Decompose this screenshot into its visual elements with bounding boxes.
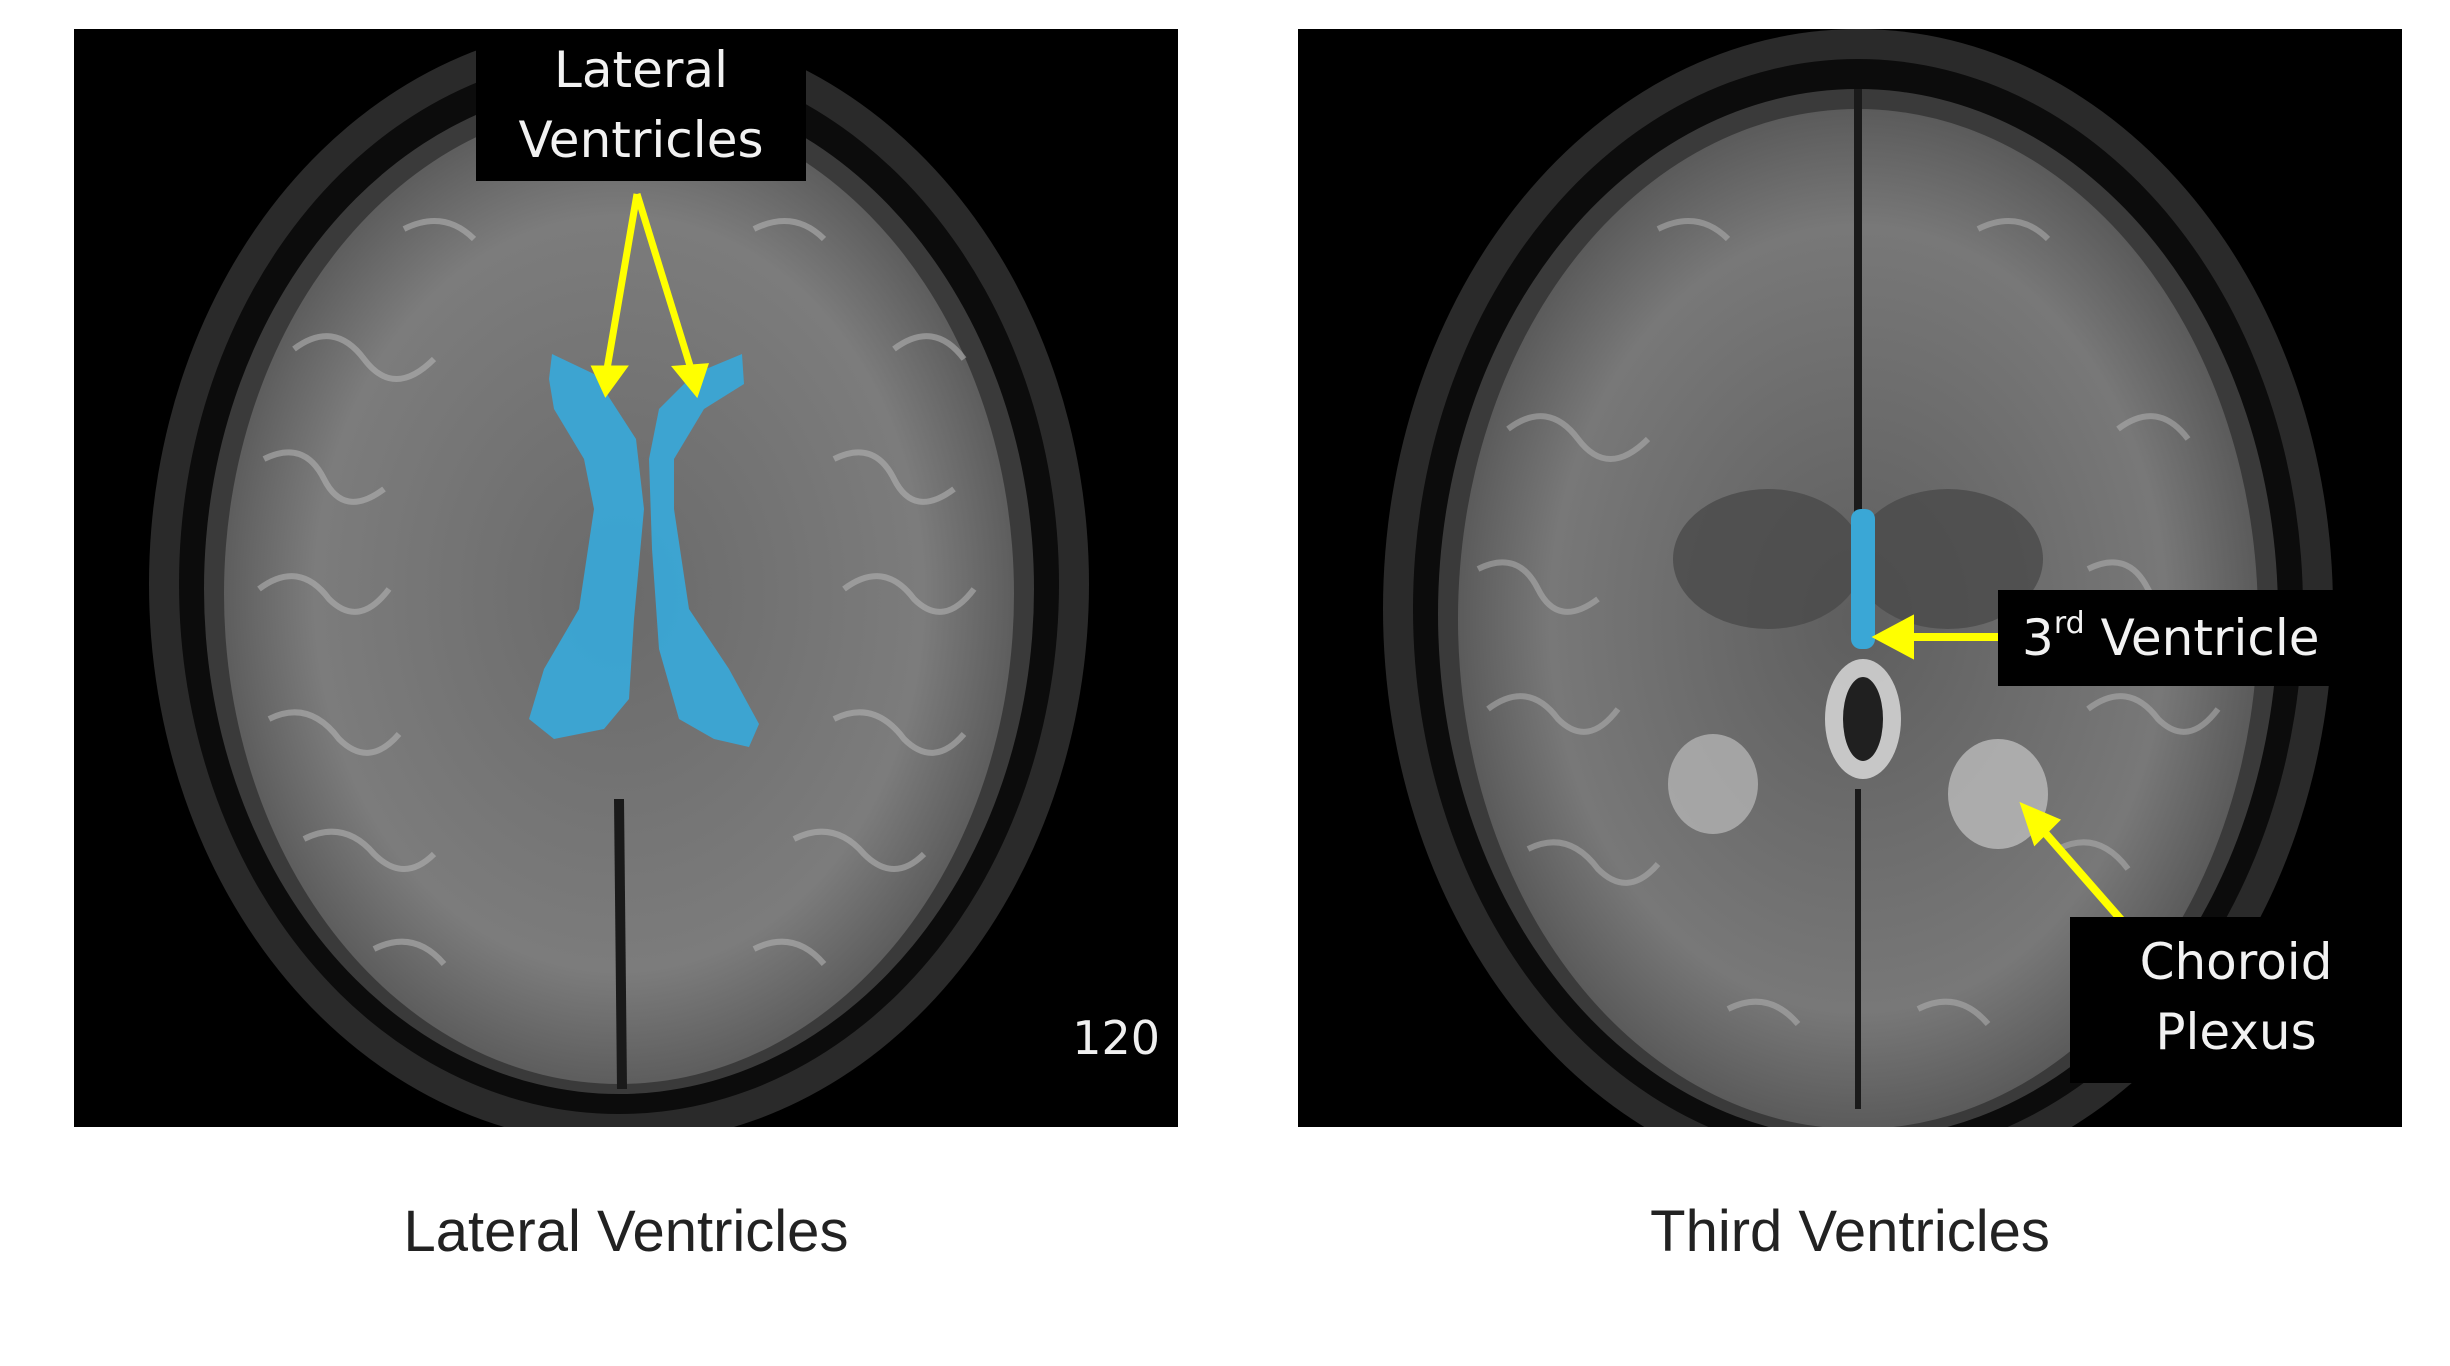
annotation-line-1: Choroid (2139, 933, 2333, 991)
lateral-ventricles-annotation: Lateral Ventricles (476, 29, 806, 181)
interhemispheric-fissure (614, 798, 627, 1090)
choroid-plexus-left (1668, 734, 1758, 834)
choroid-plexus-right (1948, 739, 2048, 849)
third-base: 3 (2022, 609, 2054, 667)
caption-third-ventricles: Third Ventricles (1650, 1199, 2050, 1264)
third-ventricle-annotation: 3rd Ventricle (1998, 590, 2370, 686)
third-superscript: rd (2053, 606, 2085, 641)
right-thalamus (1853, 489, 2043, 629)
left-thalamus (1673, 489, 1863, 629)
third-ventricle-highlight (1851, 509, 1875, 649)
right-lateral-ventricle-highlight (649, 354, 759, 747)
annotation-line-2: Plexus (2155, 1003, 2317, 1061)
third-ventricle-mri-image: 3rd Ventricle Choroid Plexus (1298, 29, 2402, 1127)
lateral-ventricles-mri-image: Lateral Ventricles 120 (74, 29, 1178, 1127)
third-rest: Ventricle (2084, 609, 2320, 667)
brain-scan-axial-lateral (74, 29, 1178, 1127)
slice-number: 120 (1072, 1011, 1160, 1065)
caption-lateral-ventricles: Lateral Ventricles (403, 1199, 849, 1264)
choroid-plexus-arrowhead (2019, 801, 2062, 847)
third-ventricle-arrowhead (1871, 614, 1914, 660)
left-lateral-ventricle-highlight (529, 354, 644, 739)
lateral-ventricle-arrows (590, 192, 709, 399)
choroid-plexus-annotation: Choroid Plexus (2070, 917, 2402, 1083)
annotation-line-1: Lateral (554, 41, 728, 99)
annotation-line-2: Ventricles (518, 111, 764, 169)
